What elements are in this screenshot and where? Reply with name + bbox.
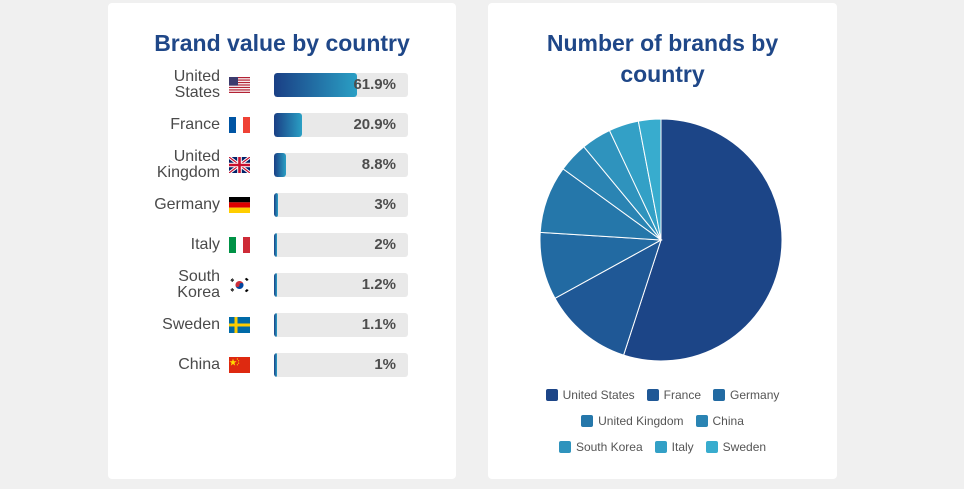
legend-label: Italy (671, 440, 694, 454)
bar-fill (274, 73, 357, 97)
bar-fill (274, 353, 277, 377)
bar-row: Germany 3% (108, 185, 456, 225)
bar-category-label: Sweden (162, 316, 220, 333)
legend-label: China (712, 414, 744, 428)
brand-count-pie-chart (539, 118, 783, 362)
legend-swatch (558, 441, 571, 453)
bar-track: 1.1% (274, 313, 408, 337)
bar-value-label: 61.9% (353, 76, 396, 93)
legend-swatch (545, 389, 558, 401)
bar-value-label: 1.2% (361, 276, 396, 293)
legend-swatch (646, 389, 659, 401)
bar-track: 8.8% (274, 153, 408, 177)
brand-count-card: Number of brands by country United State… (488, 3, 837, 479)
bar-category-label: United States (173, 68, 220, 101)
pie-slice[interactable] (637, 118, 662, 241)
bar-fill (274, 113, 302, 137)
bar-category-label: China (178, 356, 220, 373)
it-flag-icon (229, 237, 250, 253)
bar-row: Sweden 1.1% (108, 305, 456, 345)
legend-item[interactable]: Italy (654, 440, 694, 454)
bar-track: 1.2% (274, 273, 408, 297)
bar-value-label: 20.9% (353, 116, 396, 133)
legend-label: Germany (730, 388, 780, 402)
bar-value-label: 1.1% (361, 316, 396, 333)
cn-flag-icon (229, 357, 250, 373)
bar-category-label: United Kingdom (156, 148, 220, 181)
legend-label: Sweden (722, 440, 767, 454)
de-flag-icon (229, 197, 250, 213)
legend-swatch (705, 441, 718, 453)
bar-category-label: Italy (190, 236, 220, 253)
pie-slice[interactable] (622, 118, 783, 362)
bar-track: 3% (274, 193, 408, 217)
bar-track: 20.9% (274, 113, 408, 137)
bar-row: United States 61.9% (108, 65, 456, 105)
legend-item[interactable]: Sweden (705, 440, 767, 454)
brand-value-title: Brand value by country (154, 30, 410, 56)
bar-fill (274, 313, 277, 337)
pie-slice[interactable] (554, 238, 662, 356)
bar-value-label: 8.8% (361, 156, 396, 173)
us-flag-icon (229, 77, 250, 93)
se-flag-icon (229, 317, 250, 333)
bar-row: Italy 2% (108, 225, 456, 265)
bar-track: 2% (274, 233, 408, 257)
legend-label: United Kingdom (598, 414, 684, 428)
bar-category-label: France (170, 116, 220, 133)
bar-fill (274, 153, 286, 177)
bar-row: United Kingdom 8.8% (108, 145, 456, 185)
brand-count-title: Number of brands by country (546, 30, 779, 87)
brand-value-card: Brand value by country United States 61.9%… (108, 3, 456, 479)
legend-item[interactable]: United States (545, 388, 635, 402)
legend-swatch (654, 441, 667, 453)
legend-item[interactable]: United Kingdom (581, 414, 684, 428)
legend-swatch (713, 389, 726, 401)
legend-label: United States (562, 388, 635, 402)
legend-item[interactable]: Germany (713, 388, 779, 402)
bar-value-label: 1% (374, 356, 396, 373)
legend-item[interactable]: China (695, 414, 744, 428)
legend-row: United States France Germany (488, 388, 837, 402)
legend-swatch (695, 415, 708, 427)
bar-category-label: South Korea (177, 268, 220, 301)
legend-row: South Korea Italy Sweden (488, 440, 837, 454)
bar-row: China 1% (108, 345, 456, 385)
kr-flag-icon (229, 277, 250, 293)
bar-value-label: 2% (374, 236, 396, 253)
bar-row: South Korea 1.2% (108, 265, 456, 305)
legend-swatch (581, 415, 594, 427)
bar-value-label: 3% (374, 196, 396, 213)
legend-label: South Korea (575, 440, 643, 454)
bar-fill (274, 273, 277, 297)
legend-item[interactable]: South Korea (558, 440, 643, 454)
bar-category-label: Germany (154, 196, 220, 213)
bar-track: 61.9% (274, 73, 408, 97)
legend-label: France (663, 388, 702, 402)
uk-flag-icon (229, 157, 250, 173)
legend-row: United Kingdom China (488, 414, 837, 428)
legend-item[interactable]: France (646, 388, 702, 402)
bar-fill (274, 193, 278, 217)
bar-track: 1% (274, 353, 408, 377)
bar-fill (274, 233, 277, 257)
fr-flag-icon (229, 117, 250, 133)
bar-row: France 20.9% (108, 105, 456, 145)
